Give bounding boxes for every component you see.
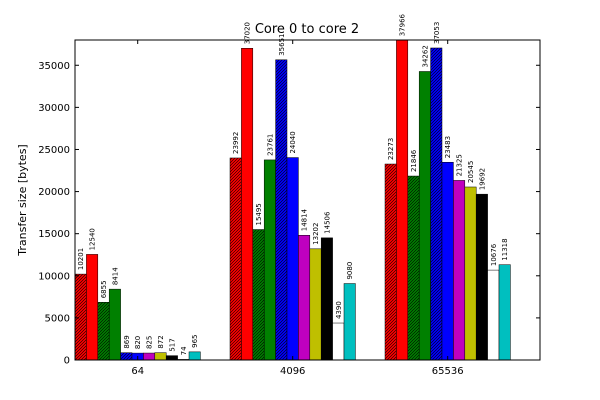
bar xyxy=(241,48,254,361)
data-label: 23761 xyxy=(266,134,274,156)
data-label: 34262 xyxy=(421,45,429,67)
data-label: 6855 xyxy=(100,280,108,298)
y-tick-label: 35000 xyxy=(38,61,70,72)
bar xyxy=(86,254,99,361)
y-axis-label: Transfer size [bytes] xyxy=(16,144,29,256)
bar-hatch xyxy=(120,352,132,360)
y-tick-label: 30000 xyxy=(38,103,70,114)
data-label: 37020 xyxy=(244,22,252,44)
data-label: 14814 xyxy=(301,208,309,231)
data-label: 872 xyxy=(157,335,165,348)
x-tick-label: 65536 xyxy=(432,366,464,377)
y-tick-label: 5000 xyxy=(45,313,70,324)
bar xyxy=(453,180,466,361)
bar-hatch xyxy=(407,176,420,360)
bar-hatch xyxy=(430,47,442,361)
bar xyxy=(464,186,477,361)
data-label: 13202 xyxy=(312,223,320,245)
bar xyxy=(343,283,356,361)
chart-title: Core 0 to core 2 xyxy=(255,22,359,37)
bar xyxy=(396,40,409,361)
bar-hatch xyxy=(275,59,287,360)
data-label: 20545 xyxy=(467,161,475,183)
bar xyxy=(309,248,322,361)
bar xyxy=(143,352,156,361)
bar xyxy=(298,235,311,361)
data-label: 10201 xyxy=(77,248,85,270)
data-label: 15495 xyxy=(255,203,263,225)
bar xyxy=(108,288,121,361)
plot-frame xyxy=(74,39,541,361)
data-label: 965 xyxy=(191,334,199,347)
y-tick-label: 25000 xyxy=(38,145,70,156)
bar xyxy=(286,157,299,361)
bar-hatch xyxy=(75,274,87,360)
bar xyxy=(418,71,431,361)
bar xyxy=(441,161,454,361)
data-label: 9080 xyxy=(346,262,354,280)
data-label: 11318 xyxy=(501,238,509,260)
data-label: 37966 xyxy=(399,13,407,36)
bars-layer xyxy=(74,40,511,361)
data-label: 74 xyxy=(180,346,188,355)
data-label: 23273 xyxy=(387,138,395,160)
bar xyxy=(475,193,488,361)
data-label: 4390 xyxy=(335,301,343,319)
bar xyxy=(263,159,276,361)
data-label: 8414 xyxy=(111,267,119,285)
data-label: 19692 xyxy=(478,168,486,190)
bar-hatch xyxy=(252,229,265,360)
bar xyxy=(498,264,511,361)
bar-hatch xyxy=(97,302,110,360)
bar xyxy=(320,237,333,361)
data-label: 37053 xyxy=(433,22,441,44)
data-label: 10676 xyxy=(490,243,498,266)
bar xyxy=(487,269,500,361)
bar xyxy=(188,351,201,361)
bar xyxy=(165,355,178,361)
data-label: 820 xyxy=(134,336,142,349)
data-label: 23483 xyxy=(444,136,452,158)
data-label: 14506 xyxy=(323,211,331,234)
axes-layer: 0 5000 10000 15000 20000 25000 30000 35000 64 409… xyxy=(38,39,541,377)
data-label: 21846 xyxy=(410,149,418,172)
x-tick-label: 4096 xyxy=(280,366,305,377)
x-tick-label: 64 xyxy=(131,366,144,377)
data-label: 35651 xyxy=(278,33,286,55)
data-label: 23992 xyxy=(232,132,240,154)
data-label: 517 xyxy=(168,338,176,351)
y-tick-label: 0 xyxy=(64,356,70,367)
data-label: 12540 xyxy=(89,228,97,250)
data-label: 24040 xyxy=(289,131,297,153)
y-tick-label: 10000 xyxy=(38,271,70,282)
y-tick-label: 15000 xyxy=(38,229,70,240)
bar xyxy=(332,322,345,361)
bar xyxy=(154,352,167,361)
data-label: 869 xyxy=(123,335,131,348)
bar-hatch xyxy=(385,164,397,360)
bar-hatch xyxy=(230,157,242,360)
data-label: 21325 xyxy=(456,154,464,176)
data-label: 825 xyxy=(146,336,154,349)
y-tick-label: 20000 xyxy=(38,187,70,198)
